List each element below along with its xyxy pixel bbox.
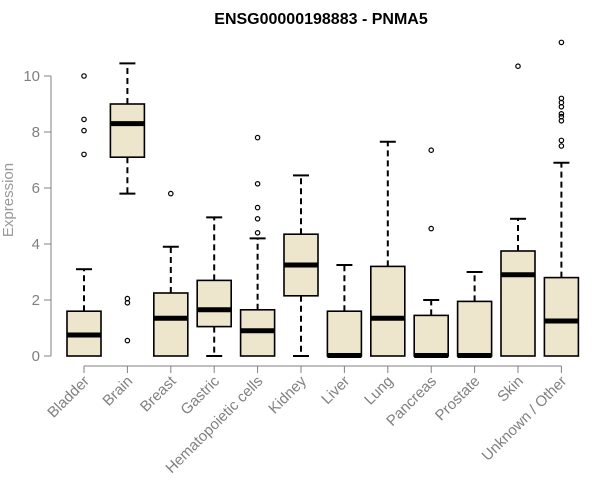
box-group — [66, 73, 102, 357]
outlier-point — [254, 230, 261, 236]
y-tick-label: 2 — [32, 292, 40, 309]
outlier-point — [558, 113, 565, 120]
box — [500, 250, 536, 357]
x-tick-label: Skin — [494, 373, 527, 406]
outlier-point — [558, 95, 565, 102]
box — [369, 265, 406, 357]
outlier-point — [254, 204, 261, 211]
x-tick-label: Lung — [361, 373, 397, 409]
box-group — [543, 39, 580, 357]
outlier-point — [124, 337, 131, 344]
box-group — [326, 264, 363, 358]
y-axis: 0 2 4 6 8 10 — [23, 68, 52, 365]
y-axis-label: Expression — [0, 163, 17, 237]
y-tick-label: 10 — [23, 68, 40, 85]
box-group — [413, 147, 450, 358]
outlier-point — [168, 190, 174, 197]
box-group — [239, 134, 276, 357]
outlier-point — [254, 216, 261, 222]
plot-area — [66, 39, 580, 358]
outlier-point — [428, 147, 435, 154]
outlier-point — [254, 181, 261, 187]
box — [326, 310, 363, 357]
outlier-point — [515, 63, 521, 69]
y-tick-label: 0 — [32, 348, 40, 365]
box — [196, 279, 232, 328]
y-tick-label: 4 — [32, 236, 40, 253]
outlier-point — [558, 39, 565, 46]
x-tick-label: Brain — [99, 373, 136, 410]
x-tick-label: Kidney — [265, 372, 310, 417]
outlier-point — [81, 116, 87, 123]
box-group — [369, 140, 406, 357]
chart-title: ENSG00000198883 - PNMA5 — [214, 11, 428, 28]
box — [153, 292, 189, 357]
outlier-point — [558, 111, 565, 117]
box-group — [500, 63, 536, 357]
outlier-point — [124, 295, 131, 302]
box — [456, 300, 493, 357]
box — [543, 276, 580, 357]
x-tick-label: Prostate — [432, 373, 484, 425]
outlier-point — [81, 151, 87, 158]
outlier-point — [81, 73, 87, 79]
outlier-point — [81, 127, 87, 134]
x-tick-label: Bladder — [44, 373, 93, 422]
box-group — [456, 271, 493, 358]
box — [109, 103, 146, 159]
outlier-point — [558, 143, 565, 149]
outlier-point — [428, 225, 435, 232]
box-group — [153, 190, 189, 357]
y-tick-label: 6 — [32, 180, 40, 197]
y-tick-label: 8 — [32, 124, 40, 141]
outlier-point — [558, 137, 565, 144]
box — [413, 314, 450, 357]
x-tick-label: Liver — [318, 373, 353, 408]
outlier-point — [254, 134, 261, 141]
box-group — [283, 174, 319, 357]
box-group — [109, 62, 146, 344]
box-group — [196, 216, 232, 357]
x-tick-label: Breast — [137, 372, 180, 415]
